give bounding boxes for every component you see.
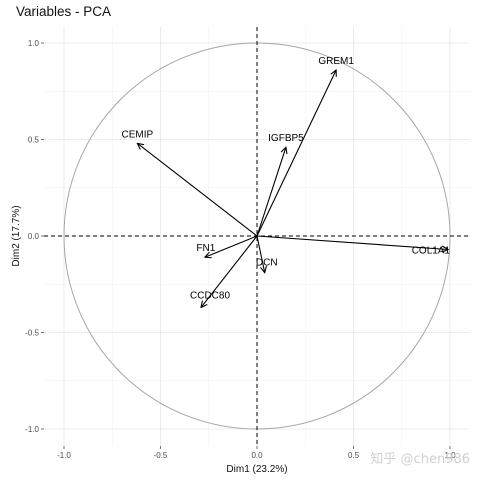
label-fn1: FN1 <box>196 243 215 254</box>
label-col1a1: COL1A1 <box>412 246 451 257</box>
x-tick-label-4: 1.0 <box>444 451 456 460</box>
x-axis-label: Dim1 (23.2%) <box>226 464 287 475</box>
chart-title: Variables - PCA <box>16 4 111 19</box>
arrow-ccdc80 <box>201 235 258 307</box>
label-dcn: DCN <box>256 258 278 269</box>
y-tick-label-3: 0.5 <box>28 136 40 145</box>
variable-arrows <box>137 70 448 307</box>
arrow-fn1 <box>205 235 258 257</box>
y-tick-label-4: 1.0 <box>28 39 40 48</box>
y-tick-label-0: -1.0 <box>25 425 39 434</box>
x-tick-label-3: 0.5 <box>348 451 360 460</box>
watermark: 知乎 @chen986 <box>370 451 470 467</box>
label-grem1: GREM1 <box>318 56 354 67</box>
x-tick-label-2: 0.0 <box>251 451 263 460</box>
y-axis-ticks: -1.0 -0.5 0.0 0.5 1.0 <box>25 39 44 434</box>
x-tick-label-0: -1.0 <box>57 451 71 460</box>
y-tick-label-2: 0.0 <box>28 232 40 241</box>
arrow-dcn <box>256 235 265 273</box>
y-axis-label: Dim2 (17.7%) <box>11 205 22 266</box>
label-cemip: CEMIP <box>122 129 154 140</box>
arrow-grem1 <box>256 70 336 237</box>
y-tick-label-1: -0.5 <box>25 329 39 338</box>
arrow-cemip <box>137 143 258 237</box>
arrow-igfbp5 <box>256 147 286 237</box>
arrow-col1a1 <box>256 235 448 250</box>
x-tick-label-1: -0.5 <box>154 451 168 460</box>
variable-labels: GREM1 IGFBP5 CEMIP COL1A1 FN1 DCN CCDC80 <box>122 56 451 301</box>
x-axis-ticks: -1.0 -0.5 0.0 0.5 1.0 <box>57 446 456 460</box>
label-igfbp5: IGFBP5 <box>268 133 304 144</box>
label-ccdc80: CCDC80 <box>190 290 230 301</box>
